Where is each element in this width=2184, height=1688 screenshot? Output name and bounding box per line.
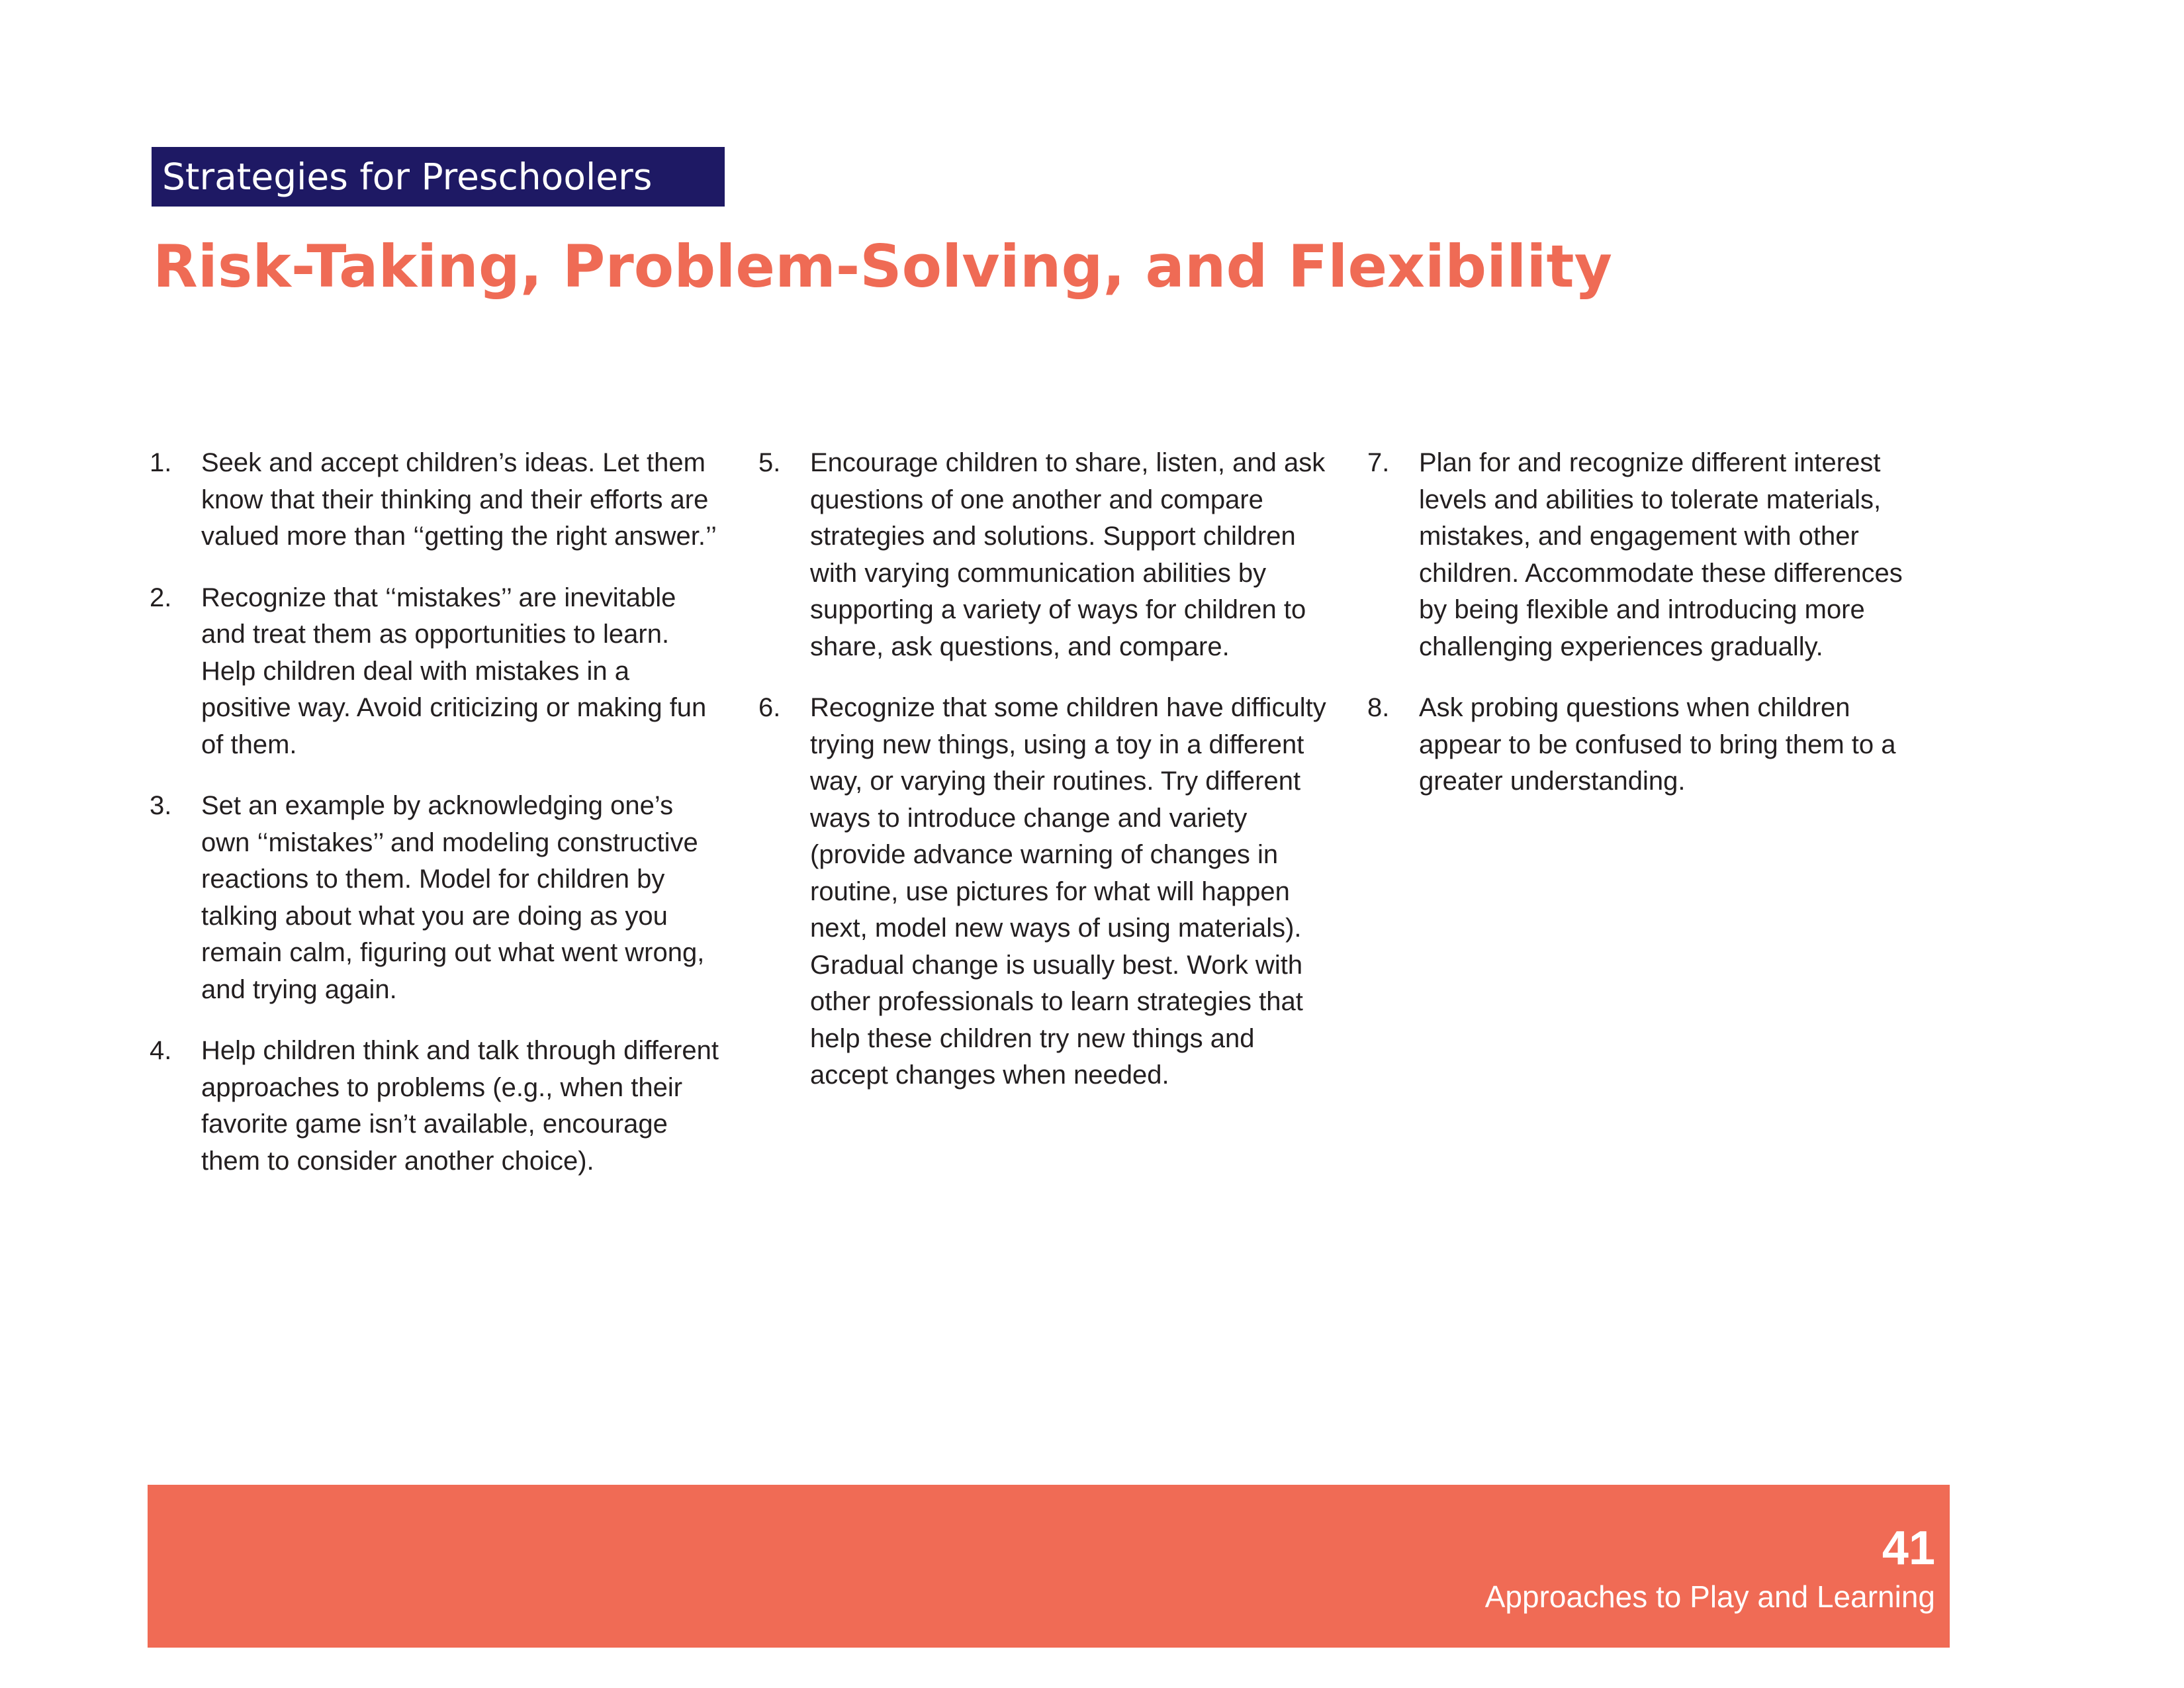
item-text: Ask probing questions when children appe… [1419, 693, 1896, 796]
item-text: Help children think and talk through dif… [201, 1036, 719, 1176]
strategy-column-2: 5. Encourage children to share, listen, … [758, 445, 1328, 1119]
item-text: Set an example by acknowledging one’s ow… [201, 791, 705, 1004]
item-text: Recognize that ‘‘mistakes’’ are inevitab… [201, 583, 707, 759]
item-number: 8. [1367, 693, 1390, 722]
list-item: 8. Ask probing questions when children a… [1367, 690, 1936, 800]
page-number: 41 [1882, 1522, 1935, 1575]
item-number: 3. [150, 791, 172, 820]
item-text: Plan for and recognize different interes… [1419, 448, 1903, 661]
strategy-column-1: 1. Seek and accept children’s ideas. Let… [150, 445, 719, 1204]
item-number: 6. [758, 693, 781, 722]
item-text: Encourage children to share, listen, and… [810, 448, 1326, 661]
section-label-text: Strategies for Preschoolers [162, 155, 653, 198]
strategy-column-3: 7. Plan for and recognize different inte… [1367, 445, 1936, 825]
item-number: 7. [1367, 448, 1390, 477]
item-number: 2. [150, 583, 172, 612]
item-number: 4. [150, 1036, 172, 1065]
list-item: 6. Recognize that some children have dif… [758, 690, 1328, 1094]
item-text: Recognize that some children have diffic… [810, 693, 1326, 1090]
list-item: 2. Recognize that ‘‘mistakes’’ are inevi… [150, 580, 719, 764]
item-text: Seek and accept children’s ideas. Let th… [201, 448, 717, 551]
page-title: Risk-Taking, Problem-Solving, and Flexib… [153, 232, 1612, 301]
list-item: 7. Plan for and recognize different inte… [1367, 445, 1936, 665]
item-number: 5. [758, 448, 781, 477]
list-item: 4. Help children think and talk through … [150, 1033, 719, 1180]
section-label: Strategies for Preschoolers [152, 147, 725, 207]
footer-caption: Approaches to Play and Learning [1484, 1579, 1935, 1614]
list-item: 3. Set an example by acknowledging one’s… [150, 788, 719, 1008]
footer-band: 41 Approaches to Play and Learning [148, 1485, 1950, 1648]
list-item: 1. Seek and accept children’s ideas. Let… [150, 445, 719, 555]
list-item: 5. Encourage children to share, listen, … [758, 445, 1328, 665]
item-number: 1. [150, 448, 172, 477]
